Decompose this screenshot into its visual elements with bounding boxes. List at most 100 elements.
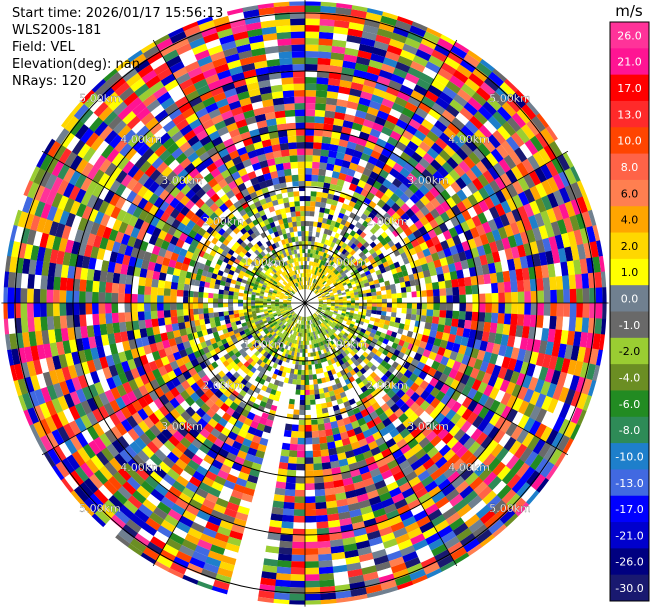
- velocity-gate: [453, 93, 468, 108]
- velocity-gate: [317, 222, 323, 228]
- velocity-gate: [332, 237, 338, 244]
- velocity-gate: [316, 281, 321, 286]
- velocity-gate: [311, 236, 316, 242]
- velocity-gate: [455, 112, 470, 126]
- velocity-gate: [315, 231, 321, 238]
- velocity-gate: [305, 24, 320, 32]
- velocity-gate: [326, 163, 335, 171]
- velocity-gate: [319, 227, 325, 234]
- velocity-gate: [312, 265, 315, 271]
- velocity-gate: [344, 250, 350, 257]
- velocity-gate: [314, 279, 319, 284]
- velocity-gate: [316, 77, 329, 85]
- velocity-gate: [344, 238, 351, 245]
- velocity-gate: [323, 182, 331, 189]
- velocity-gate: [324, 266, 328, 272]
- velocity-gate: [344, 47, 359, 57]
- velocity-gate: [311, 168, 320, 176]
- velocity-gate: [333, 164, 342, 173]
- velocity-gate: [346, 253, 353, 260]
- velocity-gate: [459, 58, 477, 73]
- velocity-gate: [326, 250, 332, 255]
- velocity-gate: [463, 102, 479, 116]
- velocity-gate: [447, 50, 464, 65]
- velocity-gate: [411, 21, 428, 32]
- velocity-gate: [378, 184, 389, 194]
- velocity-gate: [368, 200, 377, 209]
- velocity-gate: [431, 49, 448, 63]
- velocity-gate: [418, 101, 432, 114]
- velocity-gate: [449, 99, 464, 113]
- velocity-gate: [327, 84, 340, 93]
- velocity-gate: [312, 282, 315, 287]
- velocity-gate: [403, 146, 416, 158]
- velocity-gate: [409, 25, 427, 38]
- velocity-gate: [358, 43, 374, 54]
- velocity-gate: [330, 220, 337, 227]
- velocity-gate: [378, 69, 394, 80]
- velocity-gate: [364, 112, 377, 123]
- velocity-gate: [316, 83, 329, 92]
- velocity-gate: [327, 254, 333, 260]
- velocity-gate: [327, 193, 335, 200]
- velocity-gate: [378, 132, 391, 143]
- velocity-gate: [451, 135, 465, 148]
- velocity-gate: [440, 34, 457, 46]
- velocity-gate: [306, 281, 309, 286]
- velocity-gate: [350, 243, 357, 250]
- velocity-gate: [388, 152, 400, 163]
- velocity-gate: [309, 277, 312, 282]
- velocity-gate: [331, 131, 342, 140]
- velocity-gate: [339, 207, 347, 215]
- velocity-gate: [320, 269, 325, 274]
- velocity-gate: [430, 125, 444, 138]
- velocity-gate: [383, 142, 396, 153]
- velocity-gate: [338, 246, 345, 253]
- velocity-gate: [407, 95, 422, 108]
- velocity-gate: [476, 62, 493, 78]
- velocity-gate: [334, 158, 344, 167]
- velocity-gate: [346, 205, 354, 213]
- velocity-gate: [390, 202, 401, 213]
- velocity-gate: [356, 228, 363, 236]
- velocity-gate: [313, 221, 318, 227]
- velocity-gate: [314, 283, 317, 288]
- velocity-gate: [307, 257, 310, 262]
- velocity-gate: [349, 230, 357, 237]
- velocity-gate: [335, 105, 347, 114]
- velocity-gate: [354, 62, 369, 73]
- velocity-gate: [339, 166, 349, 175]
- velocity-gate: [346, 234, 354, 241]
- velocity-gate: [349, 88, 362, 98]
- velocity-gate: [391, 102, 405, 114]
- velocity-gate: [308, 281, 311, 286]
- velocity-gate: [346, 189, 355, 197]
- velocity-gate: [305, 241, 309, 246]
- velocity-gate: [358, 158, 368, 168]
- velocity-gate: [324, 262, 329, 267]
- velocity-gate: [361, 84, 376, 95]
- velocity-gate: [320, 251, 325, 257]
- velocity-gate: [330, 52, 345, 61]
- velocity-gate: [367, 155, 379, 166]
- velocity-gate: [337, 212, 345, 219]
- velocity-gate: [347, 247, 354, 254]
- velocity-gate: [367, 212, 376, 220]
- velocity-gate: [305, 180, 312, 187]
- velocity-gate: [383, 212, 392, 221]
- velocity-gate: [305, 235, 309, 242]
- velocity-gate: [358, 97, 371, 107]
- velocity-gate: [364, 216, 373, 224]
- velocity-gate: [334, 232, 341, 239]
- velocity-gate: [447, 139, 461, 153]
- velocity-gate: [321, 192, 329, 199]
- velocity-gate: [368, 59, 384, 70]
- velocity-gate: [389, 193, 400, 203]
- velocity-gate: [308, 241, 312, 246]
- velocity-gate: [373, 204, 382, 213]
- velocity-gate: [360, 125, 373, 135]
- velocity-gate: [337, 145, 347, 154]
- velocity-gate: [434, 137, 448, 150]
- velocity-gate: [352, 191, 361, 199]
- velocity-gate: [344, 174, 354, 184]
